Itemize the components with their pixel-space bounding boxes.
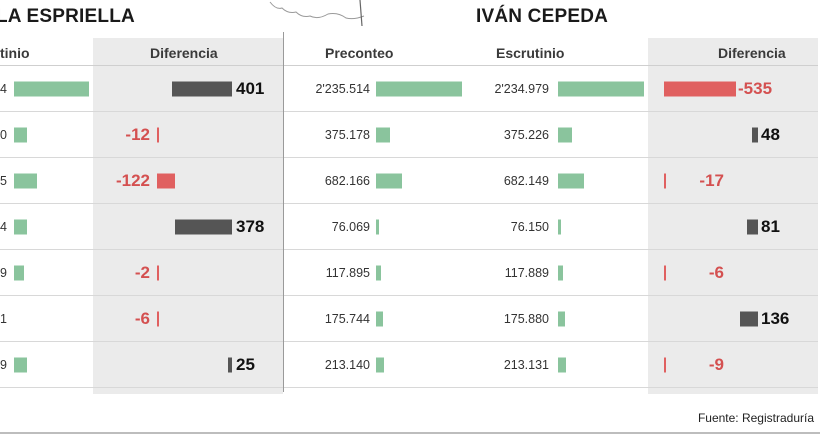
left-diferencia-bar [175, 219, 232, 234]
right-diferencia-label: -9 [708, 354, 724, 374]
left-diferencia-bar [228, 357, 232, 372]
right-preconteo-header: Preconteo [325, 45, 394, 61]
right-diferencia-bar [752, 127, 758, 142]
right-diferencia-bar [664, 357, 666, 372]
panel-divider [283, 32, 284, 392]
preconteo-value: 76.069 [331, 219, 370, 234]
right-escrutinio-header: Escrutinio [496, 45, 565, 61]
right-diferencia-bar [740, 311, 758, 326]
right-panel-title: IVÁN CEPEDA [476, 6, 609, 27]
left-escrutinio-bar [14, 127, 27, 142]
escrutinio-value: 117.889 [504, 265, 549, 280]
preconteo-value: 213.140 [324, 357, 370, 372]
left-escrutinio-bar [14, 81, 89, 96]
left-diferencia-label: -12 [125, 124, 150, 144]
right-diferencia-column-background [648, 38, 818, 394]
table-row: 1 -6 175.744 175.880 136 [0, 296, 818, 342]
preconteo-value: 2'235.514 [315, 81, 370, 96]
left-escrutinio-header: tinio [0, 45, 30, 61]
right-diferencia-label: 136 [761, 308, 790, 328]
left-diferencia-label: 25 [236, 354, 255, 374]
bottom-rule [0, 432, 820, 434]
preconteo-value: 682.166 [324, 173, 370, 188]
preconteo-bar [376, 219, 379, 234]
left-diferencia-header: Diferencia [150, 45, 218, 61]
escrutinio-bar [558, 173, 584, 188]
left-diferencia-bar [157, 127, 159, 142]
escrutinio-value: 76.150 [510, 219, 549, 234]
table-header-row: tinio Diferencia Preconteo Escrutinio Di… [0, 38, 818, 66]
escrutinio-value: 375.226 [503, 127, 549, 142]
right-diferencia-header: Diferencia [718, 45, 786, 61]
map-outline-decoration [269, 0, 365, 26]
left-diferencia-bar [157, 173, 175, 188]
right-diferencia-label: 48 [761, 124, 780, 144]
preconteo-bar [376, 127, 390, 142]
left-diferencia-label: -6 [134, 308, 150, 328]
escrutinio-value: 213.131 [503, 357, 549, 372]
table-row: 4 401 2'235.514 2'234.979 -535 [0, 66, 818, 112]
preconteo-bar [376, 311, 383, 326]
left-escrutinio-value: 4 [0, 219, 7, 234]
right-diferencia-bar [664, 265, 666, 280]
left-diferencia-label: 378 [236, 216, 265, 236]
preconteo-value: 117.895 [325, 265, 370, 280]
escrutinio-bar [558, 127, 572, 142]
left-escrutinio-value: 9 [0, 265, 7, 280]
preconteo-bar [376, 173, 402, 188]
left-diferencia-bar [157, 311, 159, 326]
left-diferencia-label: -122 [115, 170, 150, 190]
escrutinio-value: 175.880 [503, 311, 549, 326]
right-diferencia-bar [664, 173, 666, 188]
escrutinio-bar [558, 311, 565, 326]
table-row: 5 -122 682.166 682.149 -17 [0, 158, 818, 204]
escrutinio-value: 682.149 [503, 173, 549, 188]
left-diferencia-column-background [93, 38, 283, 394]
right-diferencia-bar [747, 219, 758, 234]
left-diferencia-bar [157, 265, 159, 280]
left-diferencia-label: 401 [236, 78, 265, 98]
preconteo-value: 375.178 [324, 127, 370, 142]
escrutinio-value: 2'234.979 [494, 81, 549, 96]
table-row: 0 -12 375.178 375.226 48 [0, 112, 818, 158]
preconteo-value: 175.744 [324, 311, 370, 326]
left-escrutinio-value: 9 [0, 357, 7, 372]
right-diferencia-bar [664, 81, 736, 96]
left-diferencia-bar [172, 81, 232, 96]
table-row: 4 378 76.069 76.150 81 [0, 204, 818, 250]
left-escrutinio-value: 0 [0, 127, 7, 142]
source-note: Fuente: Registraduría [697, 411, 814, 425]
preconteo-bar [376, 357, 384, 372]
left-escrutinio-value: 1 [0, 311, 7, 326]
escrutinio-bar [558, 81, 644, 96]
left-escrutinio-value: 4 [0, 81, 7, 96]
table-row: 9 25 213.140 213.131 -9 [0, 342, 818, 388]
right-diferencia-label: 81 [761, 216, 780, 236]
left-panel-title: LA ESPRIELLA [0, 6, 135, 27]
left-escrutinio-bar [14, 265, 24, 280]
right-diferencia-label: -17 [699, 170, 724, 190]
escrutinio-bar [558, 357, 566, 372]
left-diferencia-label: -2 [134, 262, 150, 282]
left-escrutinio-bar [14, 357, 27, 372]
right-diferencia-label: -535 [738, 78, 773, 98]
left-escrutinio-bar [14, 219, 27, 234]
left-escrutinio-bar [14, 173, 37, 188]
left-escrutinio-value: 5 [0, 173, 7, 188]
preconteo-bar [376, 265, 381, 280]
right-diferencia-label: -6 [708, 262, 724, 282]
escrutinio-bar [558, 219, 561, 234]
escrutinio-bar [558, 265, 563, 280]
table-row: 9 -2 117.895 117.889 -6 [0, 250, 818, 296]
preconteo-bar [376, 81, 462, 96]
